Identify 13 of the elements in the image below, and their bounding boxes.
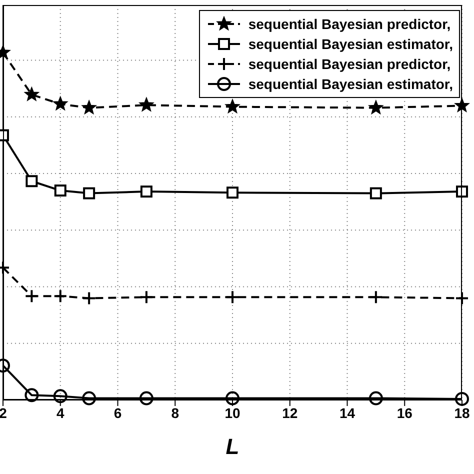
- x-tick-label: 4: [56, 404, 64, 421]
- x-axis-title: L: [226, 434, 240, 459]
- x-tick-label: 16: [396, 404, 413, 421]
- legend-label: sequential Bayesian predictor,: [248, 56, 451, 72]
- x-tick-label: 6: [114, 404, 122, 421]
- x-tick-label: 8: [171, 404, 180, 421]
- x-tick-label: 10: [224, 404, 240, 421]
- legend-label: sequential Bayesian predictor,: [248, 16, 451, 32]
- x-tick-label: 12: [282, 404, 298, 421]
- legend-label: sequential Bayesian estimator,: [248, 36, 453, 52]
- legend-label: sequential Bayesian estimator,: [248, 76, 453, 92]
- x-tick-label: 14: [339, 404, 356, 421]
- x-tick-label: 18: [454, 404, 470, 421]
